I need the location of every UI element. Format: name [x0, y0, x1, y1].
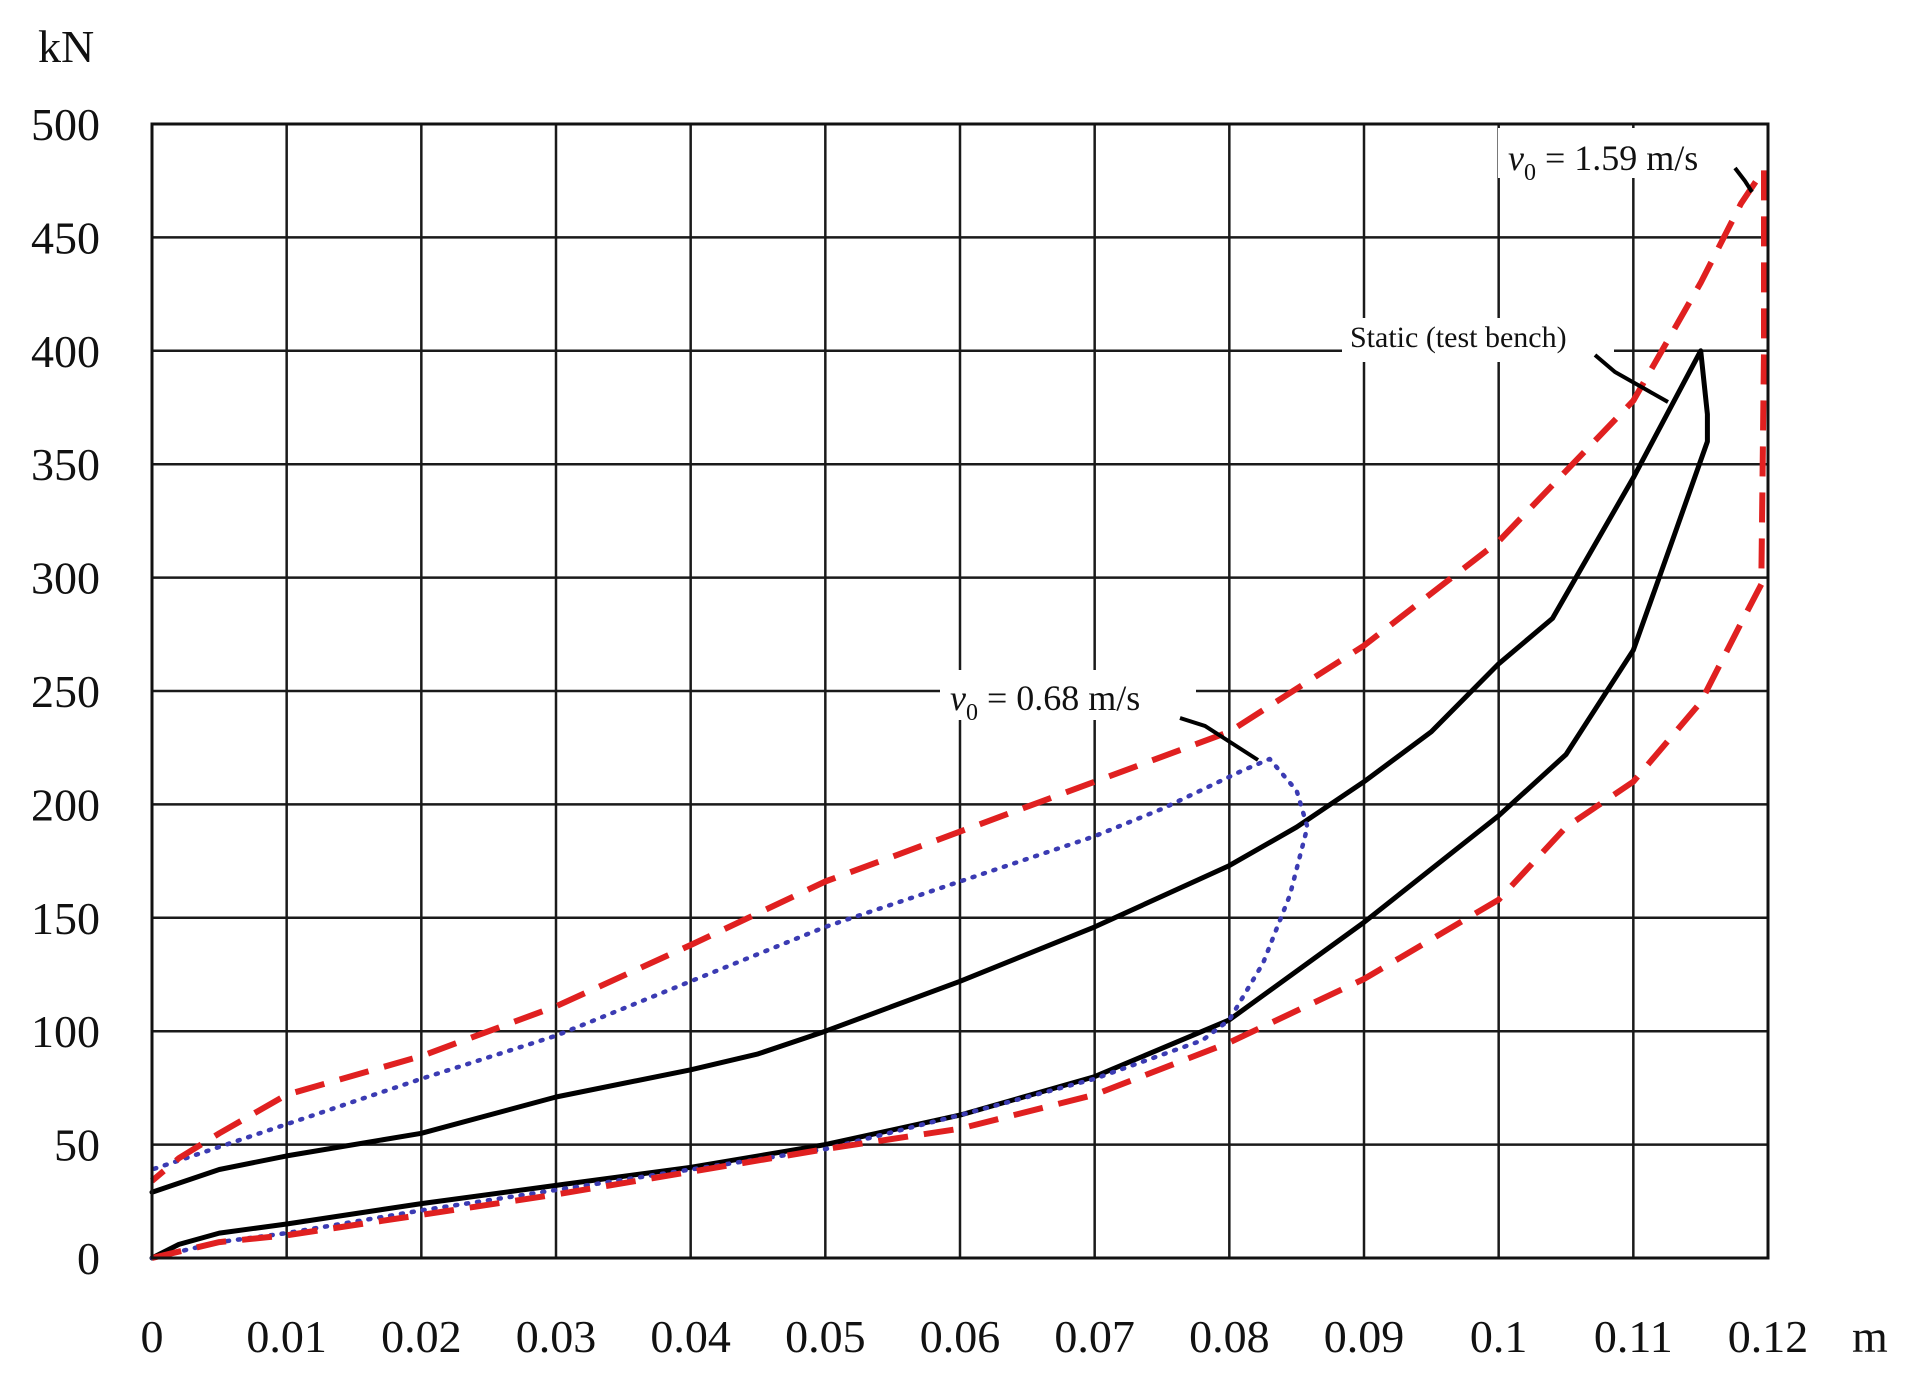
x-tick-label: 0.09 — [1324, 1311, 1405, 1362]
x-axis-unit-label: m — [1852, 1311, 1888, 1362]
annotation-v0-0-68-leader — [1179, 716, 1260, 762]
y-tick-label: 200 — [31, 779, 100, 830]
y-tick-label: 150 — [31, 893, 100, 944]
x-tick-label: 0.07 — [1054, 1311, 1135, 1362]
y-tick-label: 100 — [31, 1006, 100, 1057]
x-tick-label: 0.03 — [516, 1311, 597, 1362]
annotation-v0-1-59: v0 = 1.59 m/s — [1498, 128, 1754, 194]
annotation-v0-0-68-label: v0 = 0.68 m/s — [950, 678, 1140, 726]
y-tick-label: 250 — [31, 666, 100, 717]
tick-labels: 0 0.01 0.02 0.03 0.04 0.05 0.06 0.07 0.08 0.09 0.1… — [31, 99, 1808, 1362]
annotation-static: Static (test bench) — [1342, 318, 1669, 404]
x-tick-label: 0.06 — [920, 1311, 1001, 1362]
series-line-1 — [149, 756, 1310, 1261]
x-tick-label: 0.02 — [381, 1311, 462, 1362]
x-tick-label: 0.12 — [1728, 1311, 1809, 1362]
y-tick-label: 450 — [31, 212, 100, 263]
x-tick-label: 0.01 — [246, 1311, 327, 1362]
y-tick-label: 300 — [31, 553, 100, 604]
x-tick-label: 0.08 — [1189, 1311, 1270, 1362]
annotation-static-label: Static (test bench) — [1350, 321, 1567, 354]
series-line-0 — [149, 348, 1710, 1261]
x-tick-label: 0 — [141, 1311, 164, 1362]
annotation-v0-1-59-label: v0 = 1.59 m/s — [1508, 138, 1698, 186]
x-tick-label: 0.04 — [650, 1311, 731, 1362]
annotation-static-leader — [1593, 353, 1669, 404]
y-tick-label: 0 — [77, 1233, 100, 1284]
annotation-v0-1-59-leader — [1733, 166, 1754, 194]
y-tick-label: 500 — [31, 99, 100, 150]
plot-frame — [150, 122, 1770, 1260]
x-tick-label: 0.05 — [785, 1311, 866, 1362]
x-tick-label: 0.1 — [1470, 1311, 1528, 1362]
y-tick-label: 400 — [31, 326, 100, 377]
annotation-v0-0-68: v0 = 0.68 m/s — [940, 670, 1260, 762]
plot-border — [150, 122, 1770, 1260]
series-line-2 — [150, 166, 1767, 1261]
y-tick-label: 50 — [54, 1120, 100, 1171]
y-axis-unit-label: kN — [38, 21, 94, 72]
grid — [150, 122, 1770, 1260]
x-tick-label: 0.11 — [1594, 1311, 1673, 1362]
series-layer — [149, 166, 1767, 1261]
y-tick-label: 350 — [31, 439, 100, 490]
